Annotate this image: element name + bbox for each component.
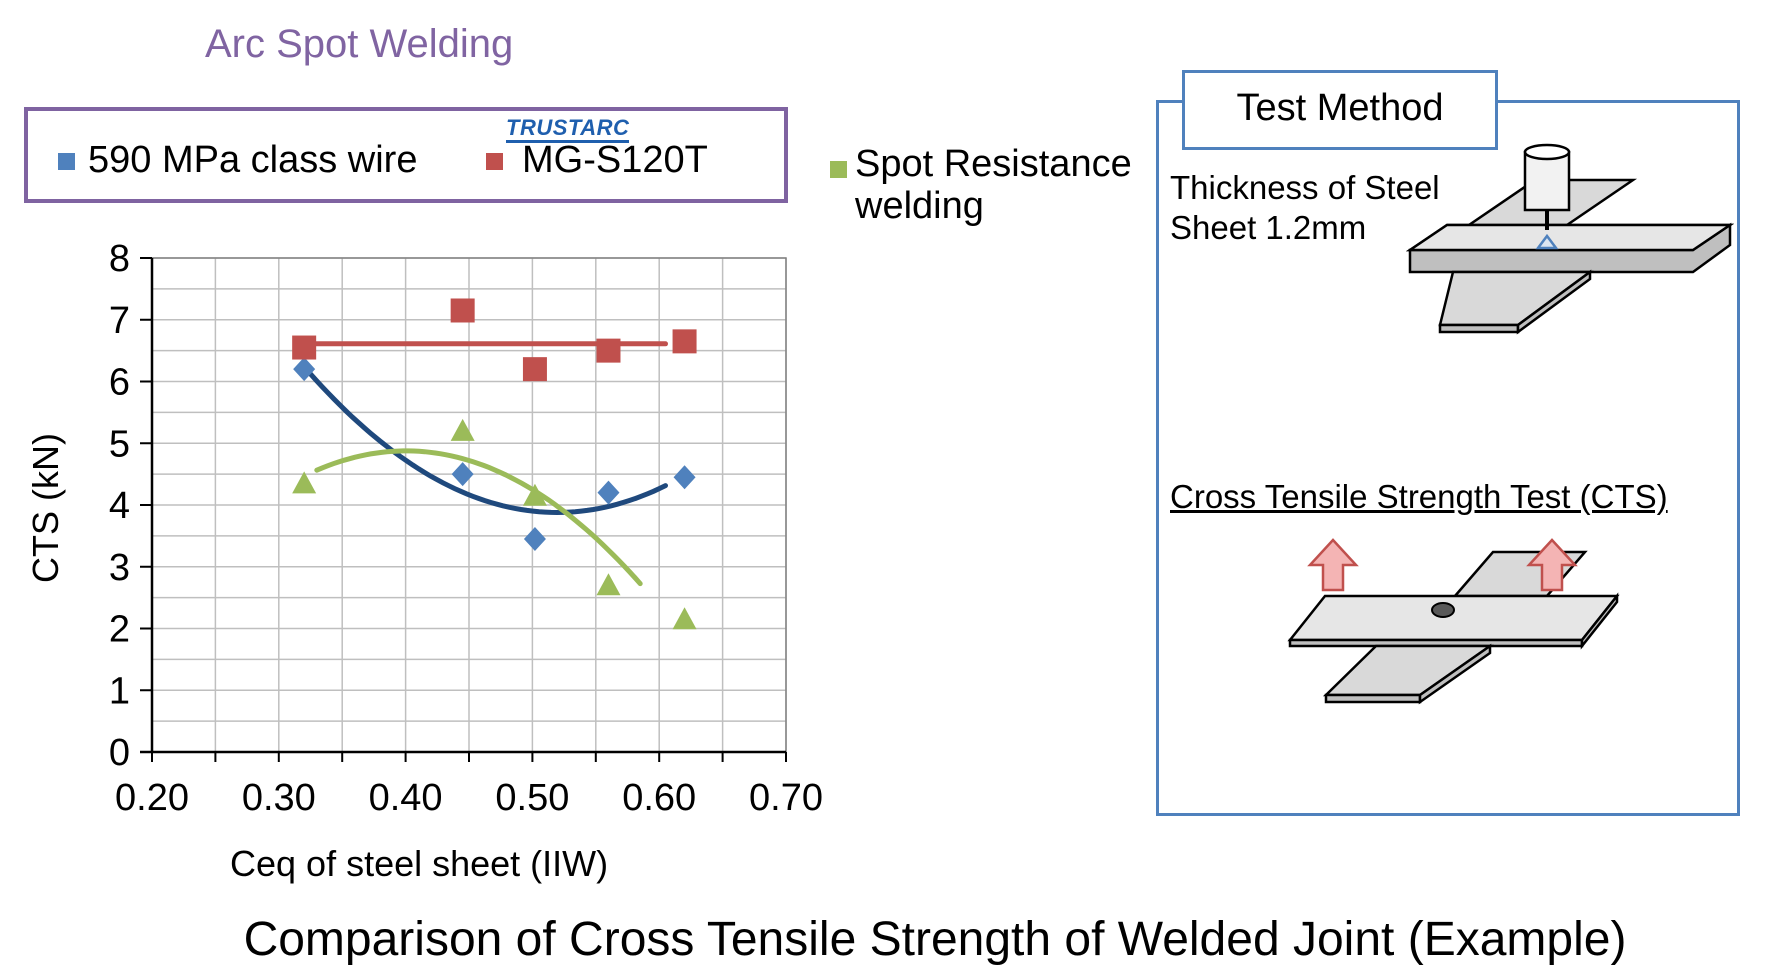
data-point-triangle [672, 607, 697, 630]
welding-torch-icon [1523, 150, 1571, 212]
trustarc-brand-logo: TRUSTARC [506, 117, 630, 143]
tension-arrow-left-icon [1307, 538, 1359, 592]
cts-upper-sheet [1287, 594, 1620, 642]
y-tick-label: 6 [109, 362, 130, 404]
data-point-square [672, 329, 697, 354]
x-tick-label: 0.60 [622, 777, 696, 819]
cts-test-illustration [1287, 538, 1620, 705]
lower-sheet-front [1438, 270, 1594, 327]
arc-spot-welding-title: Arc Spot Welding [205, 22, 514, 66]
y-tick-label: 2 [109, 609, 130, 651]
test-method-tab: Test Method [1182, 70, 1498, 150]
legend-marker-590mpa [58, 153, 75, 170]
legend-label-mg-s120t: MG-S120T [522, 139, 708, 181]
legend-box: TRUSTARC 590 MPa class wire MG-S120T [24, 107, 788, 203]
legend-marker-mg-s120t [486, 153, 503, 170]
y-tick-label: 4 [109, 485, 130, 527]
welding-setup-illustration [1405, 143, 1735, 335]
data-point-diamond [451, 462, 474, 487]
x-tick-label: 0.20 [115, 777, 189, 819]
y-tick-label: 1 [109, 670, 130, 712]
y-tick-label: 7 [109, 300, 130, 342]
data-point-diamond [293, 357, 316, 382]
trendline-series-2 [314, 448, 643, 587]
data-point-triangle [292, 471, 317, 494]
data-point-square [450, 298, 475, 323]
cts-test-label: Cross Tensile Strength Test (CTS) [1170, 478, 1668, 515]
legend-label-spot-resistance: Spot Resistance welding [855, 143, 1132, 227]
data-point-square [292, 335, 317, 360]
y-tick-label: 8 [109, 238, 130, 280]
y-tick-label: 3 [109, 547, 130, 589]
y-tick-label: 5 [109, 423, 130, 465]
weld-spot-marker-icon [1535, 233, 1559, 250]
x-axis-title: Ceq of steel sheet (IIW) [230, 843, 609, 884]
y-tick-label: 0 [109, 732, 130, 774]
figure-caption: Comparison of Cross Tensile Strength of … [243, 913, 1627, 966]
x-tick-label: 0.40 [369, 777, 443, 819]
x-tick-label: 0.70 [749, 777, 823, 819]
data-point-triangle [450, 418, 475, 441]
x-tick-label: 0.50 [495, 777, 569, 819]
legend-label-590mpa: 590 MPa class wire [88, 139, 418, 181]
tension-arrow-right-icon [1526, 538, 1578, 592]
data-point-square [596, 338, 621, 363]
data-point-square [522, 357, 547, 382]
data-point-diamond [597, 480, 620, 505]
x-tick-label: 0.30 [242, 777, 316, 819]
weld-nugget-icon [1431, 602, 1455, 618]
trendline-series-0 [301, 364, 668, 516]
data-point-triangle [522, 483, 547, 506]
data-point-diamond [523, 526, 546, 551]
test-method-panel [1156, 100, 1740, 816]
thickness-label: Thickness of Steel Sheet 1.2mm [1170, 169, 1440, 246]
legend-marker-spot-resistance [830, 161, 847, 178]
data-point-triangle [596, 573, 621, 596]
data-point-diamond [673, 465, 696, 490]
